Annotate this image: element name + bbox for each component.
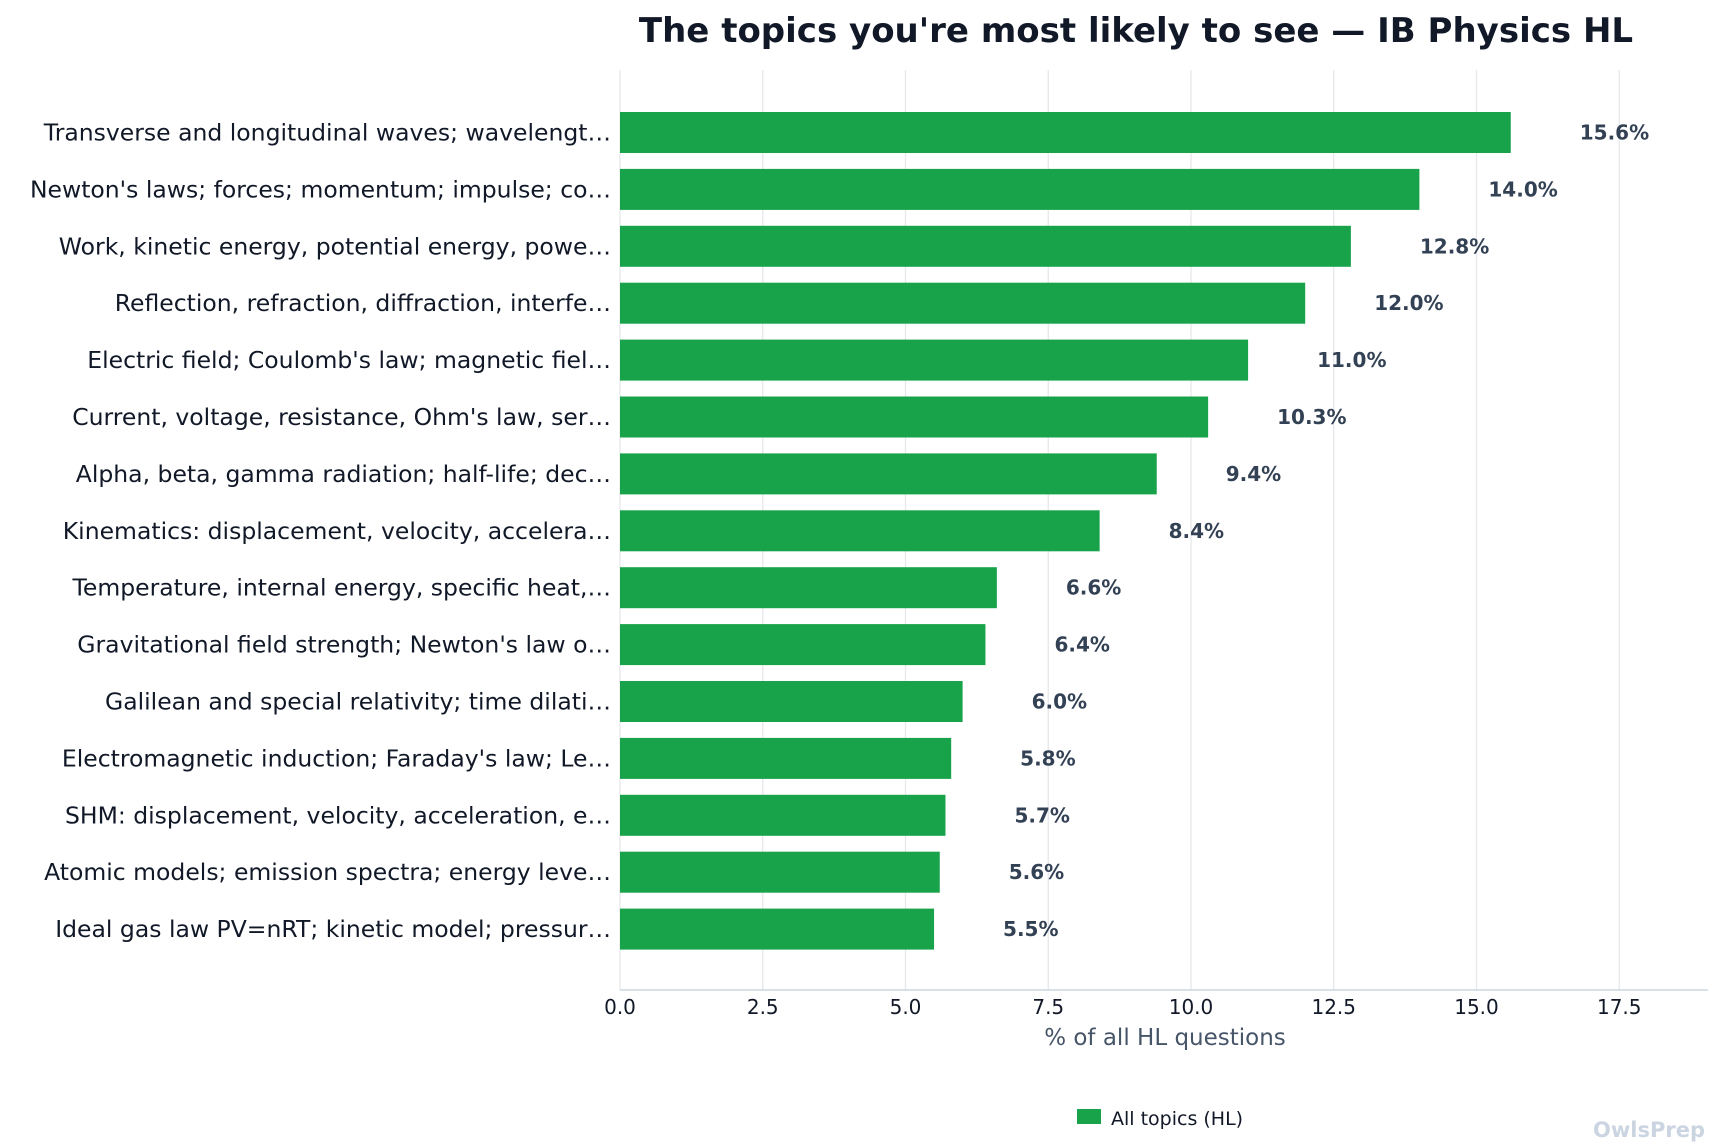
x-tick-label: 5.0 xyxy=(890,995,922,1019)
bar xyxy=(620,282,1306,324)
legend: All topics (HL) xyxy=(1077,1108,1243,1130)
category-label: Reflection, refraction, diffraction, int… xyxy=(115,289,611,317)
bar xyxy=(620,453,1157,495)
bar xyxy=(620,339,1249,381)
value-label: 14.0% xyxy=(1488,177,1557,201)
bar xyxy=(620,681,963,722)
value-label: 12.8% xyxy=(1420,234,1489,258)
value-label: 5.6% xyxy=(1009,860,1064,884)
x-tick-labels: 0.0 2.5 5.0 7.5 10.0 12.5 15.0 17.5 xyxy=(604,995,1641,1019)
category-label: Electromagnetic induction; Faraday's law… xyxy=(62,744,611,772)
x-tick-label: 12.5 xyxy=(1311,995,1356,1019)
category-label: Work, kinetic energy, potential energy, … xyxy=(59,232,611,260)
value-label: 9.4% xyxy=(1226,462,1281,486)
legend-label: All topics (HL) xyxy=(1111,1108,1243,1130)
category-label: Newton's laws; forces; momentum; impulse… xyxy=(30,175,611,203)
value-label: 6.6% xyxy=(1066,576,1121,600)
bar xyxy=(620,112,1511,153)
value-label: 6.4% xyxy=(1054,633,1109,657)
bar xyxy=(620,737,952,779)
x-tick-label: 10.0 xyxy=(1169,995,1214,1019)
value-label: 15.6% xyxy=(1580,121,1649,145)
category-label: Current, voltage, resistance, Ohm's law,… xyxy=(72,403,611,431)
chart-title: The topics you're most likely to see — I… xyxy=(639,11,1633,51)
value-labels: 15.6% 14.0% 12.8% 12.0% 11.0% 10.3% 9.4% 8.4% 6.… xyxy=(1003,121,1649,942)
bar xyxy=(620,168,1420,210)
x-tick-label: 15.0 xyxy=(1454,995,1499,1019)
value-label: 6.0% xyxy=(1032,690,1087,714)
value-label: 8.4% xyxy=(1169,519,1224,543)
bar xyxy=(620,624,986,666)
category-label: Electric field; Coulomb's law; magnetic … xyxy=(87,346,611,374)
x-tick-label: 2.5 xyxy=(747,995,779,1019)
bar xyxy=(620,794,946,836)
x-tick-label: 0.0 xyxy=(604,995,636,1019)
value-label: 5.7% xyxy=(1014,803,1069,827)
legend-swatch xyxy=(1077,1109,1101,1124)
bar xyxy=(620,908,935,950)
x-tick-label: 17.5 xyxy=(1597,995,1642,1019)
value-label: 10.3% xyxy=(1277,405,1346,429)
category-label: Alpha, beta, gamma radiation; half-life;… xyxy=(76,460,611,488)
value-label: 5.5% xyxy=(1003,917,1058,941)
bar xyxy=(620,567,997,609)
watermark: OwlsPrep xyxy=(1593,1118,1705,1142)
value-label: 11.0% xyxy=(1317,348,1386,372)
bars xyxy=(620,112,1511,950)
category-label: Temperature, internal energy, specific h… xyxy=(72,574,611,602)
bar xyxy=(620,225,1351,267)
value-label: 12.0% xyxy=(1374,291,1443,315)
bar xyxy=(620,851,940,893)
bar xyxy=(620,510,1100,552)
category-label: Atomic models; emission spectra; energy … xyxy=(44,858,611,886)
category-label: Ideal gas law PV=nRT; kinetic model; pre… xyxy=(55,915,611,943)
category-label: Transverse and longitudinal waves; wavel… xyxy=(43,119,611,147)
category-label: Kinematics: displacement, velocity, acce… xyxy=(63,517,611,545)
category-label: Galilean and special relativity; time di… xyxy=(105,688,611,716)
category-labels: Transverse and longitudinal waves; wavel… xyxy=(30,119,611,944)
x-tick-label: 7.5 xyxy=(1032,995,1064,1019)
bar xyxy=(620,396,1209,438)
value-label: 5.8% xyxy=(1020,746,1075,770)
category-label: Gravitational field strength; Newton's l… xyxy=(77,631,611,659)
category-label: SHM: displacement, velocity, acceleratio… xyxy=(65,801,611,829)
x-axis-title: % of all HL questions xyxy=(1044,1025,1286,1051)
